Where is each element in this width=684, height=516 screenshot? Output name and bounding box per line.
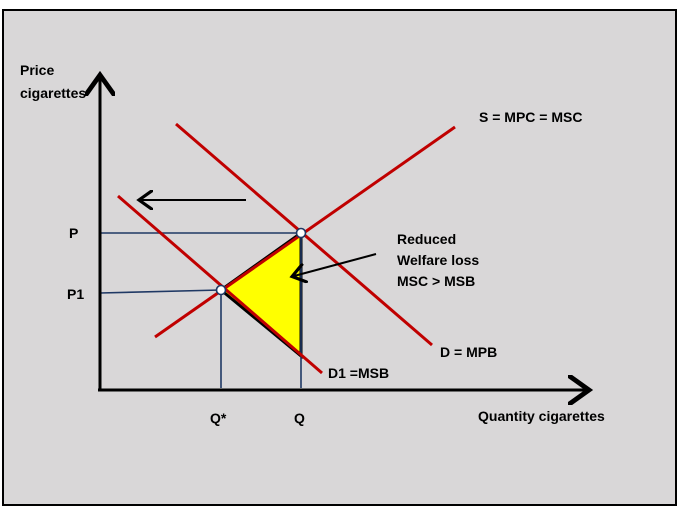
x-axis-label: Quantity cigarettes bbox=[478, 408, 605, 424]
annotation-line1: Reduced bbox=[397, 231, 456, 247]
demand-curve-label: D = MPB bbox=[440, 344, 497, 360]
shifted-demand-curve-label: D1 =MSB bbox=[328, 365, 389, 381]
tick-label-p: P bbox=[69, 225, 78, 241]
market-equilibrium-point bbox=[295, 227, 307, 239]
y-axis-label-line2: cigarettes bbox=[20, 85, 86, 101]
tick-label-p1: P1 bbox=[67, 286, 84, 302]
tick-label-q-star: Q* bbox=[210, 410, 227, 426]
annotation-line2: Welfare loss bbox=[397, 252, 479, 268]
shifted-demand-curve bbox=[117, 194, 323, 375]
pointer-arrow-icon bbox=[294, 253, 377, 276]
supply-curve-label: S = MPC = MSC bbox=[479, 109, 582, 125]
guide-p1-horizontal bbox=[99, 289, 222, 294]
y-axis-label-line1: Price bbox=[20, 62, 54, 78]
social-optimum-point bbox=[215, 284, 227, 296]
annotation-line3: MSC > MSB bbox=[397, 273, 475, 289]
tick-label-q: Q bbox=[294, 410, 305, 426]
diagram-background bbox=[2, 9, 677, 506]
